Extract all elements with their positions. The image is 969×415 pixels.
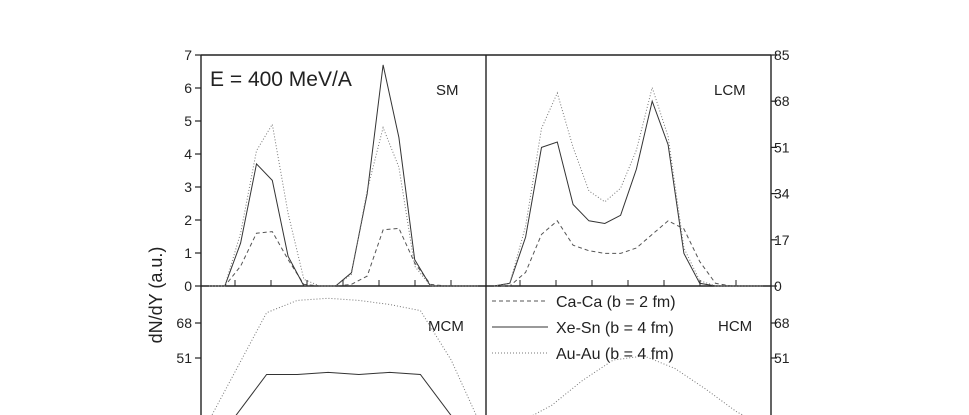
legend-entry-ca-ca: Ca-Ca (b = 2 fm) xyxy=(492,294,676,311)
y-tick-label-sm-7: 7 xyxy=(184,47,192,63)
series-sm-ca-ca xyxy=(209,227,478,287)
y-tick-label-sm-6: 6 xyxy=(184,80,192,96)
series-mcm-xe-sn xyxy=(235,371,452,415)
y-tick-label-sm-0: 0 xyxy=(184,278,192,294)
y-tick-label-sm-2: 2 xyxy=(184,212,192,228)
panel-label-sm: SM xyxy=(436,82,459,99)
legend-label-ca-ca: Ca-Ca (b = 2 fm) xyxy=(556,294,676,311)
series-lcm-ca-ca xyxy=(494,220,763,287)
y-tick-label-lcm-34: 34 xyxy=(774,186,790,202)
legend-entry-au-au: Au-Au (b = 4 fm) xyxy=(492,346,674,363)
y-tick-label-lcm-0: 0 xyxy=(774,278,782,294)
plot-frame xyxy=(200,54,772,415)
legend: Ca-Ca (b = 2 fm) Xe-Sn (b = 4 fm) Au-Au … xyxy=(492,294,676,363)
y-tick-label-mcm-51: 51 xyxy=(176,350,192,366)
legend-label-au-au: Au-Au (b = 4 fm) xyxy=(556,346,674,363)
y-tick-label-sm-4: 4 xyxy=(184,146,192,162)
panel-label-mcm: MCM xyxy=(428,318,464,335)
series-lcm-au-au xyxy=(493,85,763,287)
panel-label-lcm: LCM xyxy=(714,82,746,99)
series-mcm-au-au xyxy=(211,297,477,415)
panel-label-hcm: HCM xyxy=(718,318,752,335)
legend-entry-xe-sn: Xe-Sn (b = 4 fm) xyxy=(492,320,674,337)
series-layer xyxy=(209,64,763,415)
y-tick-label-lcm-51: 51 xyxy=(774,139,790,155)
series-sm-au-au xyxy=(209,122,478,287)
y-tick-label-lcm-85: 85 xyxy=(774,47,790,63)
y-tick-label-mcm-68: 68 xyxy=(176,315,192,331)
series-hcm-au-au xyxy=(532,355,744,415)
series-lcm-xe-sn xyxy=(493,99,763,287)
legend-label-xe-sn: Xe-Sn (b = 4 fm) xyxy=(556,320,674,337)
energy-label: E = 400 MeV/A xyxy=(210,68,352,91)
y-tick-label-sm-5: 5 xyxy=(184,113,192,129)
y-tick-label-hcm-51: 51 xyxy=(774,350,790,366)
y-tick-label-lcm-68: 68 xyxy=(774,93,790,109)
y-tick-label-hcm-68: 68 xyxy=(774,315,790,331)
y-tick-label-sm-1: 1 xyxy=(184,245,192,261)
y-axis-title: dN/dY (a.u.) xyxy=(146,247,166,344)
y-tick-label-lcm-17: 17 xyxy=(774,232,790,248)
y-tick-label-sm-3: 3 xyxy=(184,179,192,195)
